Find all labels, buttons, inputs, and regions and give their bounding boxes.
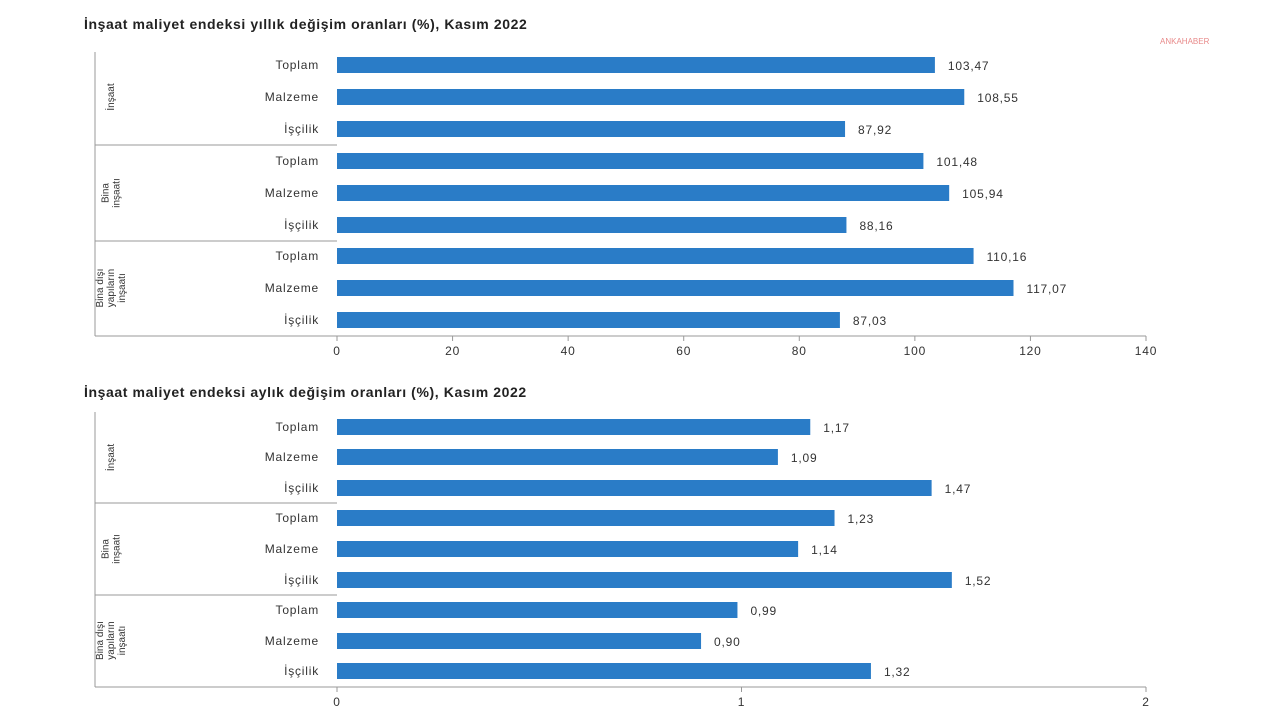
category-label: Toplam	[276, 420, 319, 434]
category-label: Malzeme	[265, 542, 319, 556]
group-label: Bina dışı	[95, 269, 106, 308]
bar	[337, 185, 950, 201]
bar	[337, 419, 811, 435]
category-label: Malzeme	[265, 281, 319, 295]
data-label: 1,09	[791, 451, 818, 465]
group-label: yapıların	[106, 621, 117, 659]
data-label: 105,94	[962, 187, 1004, 201]
category-label: Toplam	[276, 154, 319, 168]
bar	[337, 121, 846, 137]
bar	[337, 217, 847, 233]
category-label: İşçilik	[284, 664, 319, 678]
data-label: 1,14	[811, 543, 838, 557]
bar	[337, 663, 871, 679]
data-label: 0,99	[750, 604, 777, 618]
bar	[337, 248, 974, 264]
x-tick-label: 0	[333, 695, 340, 709]
group-label: Bina	[101, 183, 112, 203]
x-tick-label: 0	[333, 344, 340, 358]
watermark: ANKAHABER	[1160, 37, 1210, 46]
category-label: İşçilik	[284, 573, 319, 587]
category-label: Malzeme	[265, 450, 319, 464]
bar	[337, 449, 778, 465]
x-tick-label: 1	[738, 695, 745, 709]
bar	[337, 602, 738, 618]
data-label: 87,92	[858, 123, 892, 137]
data-label: 1,32	[884, 665, 911, 679]
category-label: Malzeme	[265, 90, 319, 104]
x-tick-label: 80	[792, 344, 807, 358]
group-label: İnşaat	[104, 444, 117, 471]
data-label: 1,47	[945, 482, 972, 496]
data-label: 101,48	[936, 155, 978, 169]
bar	[337, 312, 840, 328]
data-label: 1,52	[965, 574, 992, 588]
data-label: 103,47	[948, 59, 990, 73]
bar	[337, 480, 932, 496]
data-label: 110,16	[987, 250, 1028, 264]
bar	[337, 153, 924, 169]
data-label: 1,17	[823, 421, 850, 435]
bar	[337, 57, 935, 73]
x-tick-label: 100	[904, 344, 926, 358]
data-label: 108,55	[977, 91, 1019, 105]
bar	[337, 541, 799, 557]
bar	[337, 280, 1014, 296]
group-label: yapıların	[106, 269, 117, 307]
category-label: İşçilik	[284, 122, 319, 136]
x-tick-label: 120	[1019, 344, 1041, 358]
group-label: inşaatı	[117, 626, 128, 655]
category-label: Toplam	[276, 603, 319, 617]
data-label: 0,90	[714, 635, 741, 649]
category-label: Toplam	[276, 58, 319, 72]
data-label: 117,07	[1026, 282, 1067, 296]
category-label: Toplam	[276, 511, 319, 525]
bar	[337, 633, 702, 649]
group-label: inşaatı	[117, 273, 128, 302]
bar	[337, 89, 965, 105]
chart-title-yearly: İnşaat maliyet endeksi yıllık değişim or…	[84, 16, 528, 32]
bar	[337, 510, 835, 526]
x-tick-label: 20	[445, 344, 460, 358]
category-label: Malzeme	[265, 634, 319, 648]
x-tick-label: 40	[561, 344, 576, 358]
group-label: İnşaat	[104, 83, 117, 110]
group-label: Bina	[101, 539, 112, 559]
group-label: Bina dışı	[95, 621, 106, 660]
x-tick-label: 140	[1135, 344, 1157, 358]
category-label: İşçilik	[284, 313, 319, 327]
data-label: 87,03	[853, 314, 887, 328]
x-tick-label: 2	[1142, 695, 1149, 709]
category-label: İşçilik	[284, 218, 319, 232]
bar	[337, 572, 952, 588]
category-label: Toplam	[276, 249, 319, 263]
group-label: inşaatı	[112, 178, 123, 207]
group-label: inşaatı	[112, 534, 123, 563]
data-label: 1,23	[848, 512, 875, 526]
x-tick-label: 60	[676, 344, 691, 358]
category-label: Malzeme	[265, 186, 319, 200]
chart-title-monthly: İnşaat maliyet endeksi aylık değişim ora…	[84, 384, 527, 400]
data-label: 88,16	[859, 219, 893, 233]
category-label: İşçilik	[284, 481, 319, 495]
